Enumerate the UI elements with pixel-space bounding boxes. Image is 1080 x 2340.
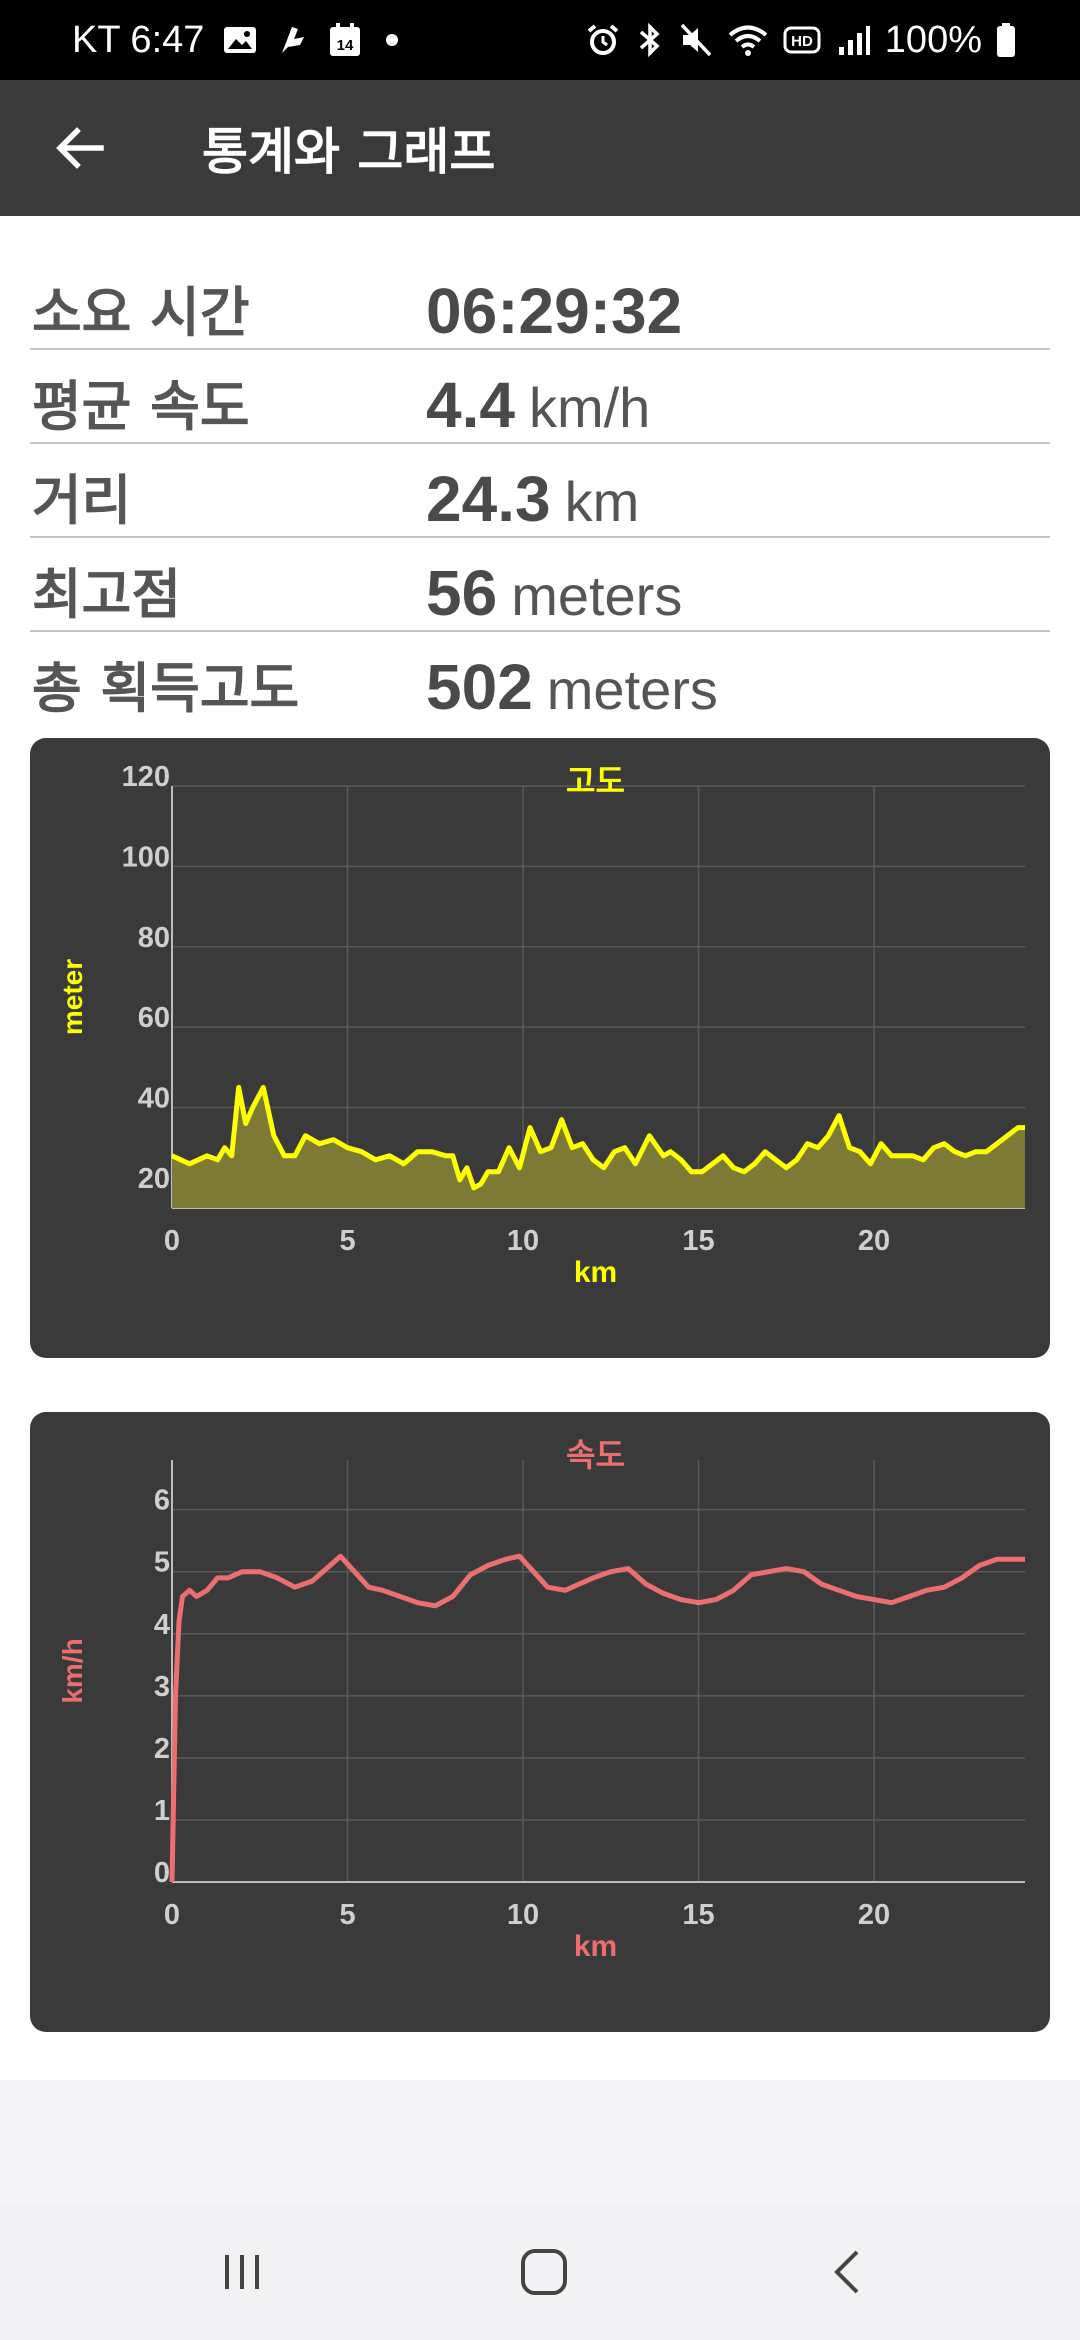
y-tick-label: 4 <box>154 1609 170 1641</box>
x-tick-label: 0 <box>164 1225 180 1257</box>
y-tick-label: 1 <box>154 1795 170 1827</box>
y-tick-label: 40 <box>138 1083 170 1115</box>
x-tick-label: 15 <box>682 1899 714 1931</box>
chart-title: 속도 <box>566 1436 625 1474</box>
y-tick-label: 0 <box>154 1857 170 1889</box>
stat-value: 24.3 <box>426 463 551 535</box>
stat-value: 56 <box>426 557 498 629</box>
back-nav-button[interactable] <box>788 2232 908 2312</box>
stats-content: 소요 시간 06:29:32 평균 속도 4.4 km/h 거리 24.3 km 최… <box>0 216 1080 2080</box>
y-axis-label: meter <box>57 959 88 1035</box>
app-bar: 통계와 그래프 <box>0 80 1080 216</box>
y-axis-label: km/h <box>57 1638 88 1703</box>
stat-unit: meters <box>546 658 718 721</box>
bluetooth-icon <box>635 22 665 58</box>
stat-label: 평균 속도 <box>32 375 250 438</box>
series-line <box>170 1084 1025 1191</box>
stat-unit: meters <box>511 564 683 627</box>
altitude-chart-svg: 0 5 10 15 20 20 40 60 80 100 120 고도 km meter <box>57 761 1025 1289</box>
fitness-app-icon <box>276 23 310 57</box>
y-tick-label: 3 <box>154 1671 170 1703</box>
stat-row-avg-speed: 평균 속도 4.4 km/h <box>30 350 1050 444</box>
y-tick-label: 6 <box>154 1485 170 1517</box>
page-title: 통계와 그래프 <box>202 123 496 181</box>
x-tick-label: 10 <box>507 1899 539 1931</box>
stat-unit: km <box>564 470 640 533</box>
y-tick-label: 2 <box>154 1733 170 1765</box>
speed-chart-svg: 0 5 10 15 20 0 1 2 3 4 5 6 속도 km km/h <box>57 1436 1025 1963</box>
calendar-day: 14 <box>337 37 354 54</box>
y-tick-label: 5 <box>154 1547 170 1579</box>
stat-row-distance: 거리 24.3 km <box>30 444 1050 538</box>
x-tick-label: 10 <box>507 1225 539 1257</box>
stat-row-duration: 소요 시간 06:29:32 <box>30 256 1050 350</box>
x-tick-label: 20 <box>858 1225 890 1257</box>
x-axis-label: km <box>574 1930 617 1963</box>
x-tick-label: 20 <box>858 1899 890 1931</box>
stat-label: 총 획득고도 <box>32 657 300 720</box>
speed-chart: 0 5 10 15 20 0 1 2 3 4 5 6 속도 km km/h <box>30 1412 1050 2032</box>
stat-row-max-altitude: 최고점 56 meters <box>30 538 1050 632</box>
status-time: KT 6:47 <box>72 18 205 61</box>
y-tick-label: 80 <box>138 922 170 954</box>
home-icon <box>521 2249 567 2295</box>
hd-voice-icon: HD <box>783 24 823 56</box>
x-axis-label: km <box>574 1256 617 1289</box>
y-tick-label: 20 <box>138 1163 170 1195</box>
x-tick-label: 15 <box>682 1225 714 1257</box>
home-button[interactable] <box>484 2232 604 2312</box>
stats-table: 소요 시간 06:29:32 평균 속도 4.4 km/h 거리 24.3 km 최… <box>30 256 1050 724</box>
stat-value: 502 <box>426 651 533 723</box>
status-bar: KT 6:47 14 HD 100% <box>0 0 1080 80</box>
signal-icon <box>837 23 871 57</box>
wifi-icon <box>727 22 769 58</box>
chevron-left-icon <box>834 2250 859 2294</box>
recent-apps-icon <box>225 2255 259 2289</box>
stat-unit: km/h <box>528 376 651 439</box>
x-tick-label: 5 <box>339 1899 355 1931</box>
navigation-bar <box>0 2204 1080 2340</box>
altitude-area <box>172 1087 1025 1208</box>
stat-label: 거리 <box>32 469 132 532</box>
x-tick-label: 5 <box>339 1225 355 1257</box>
altitude-chart: 0 5 10 15 20 20 40 60 80 100 120 고도 km meter <box>30 738 1050 1358</box>
more-notifications-dot-icon <box>380 28 404 52</box>
series-line <box>169 1553 1025 1883</box>
back-button[interactable] <box>40 108 120 188</box>
battery-icon <box>996 22 1016 58</box>
recent-apps-button[interactable] <box>182 2232 302 2312</box>
chart-title: 고도 <box>566 762 625 800</box>
y-tick-label: 120 <box>122 761 170 793</box>
battery-percent: 100% <box>884 18 982 61</box>
y-tick-label: 60 <box>138 1002 170 1034</box>
stat-label: 소요 시간 <box>32 281 250 344</box>
arrow-left-icon <box>56 127 104 169</box>
x-tick-label: 0 <box>164 1899 180 1931</box>
alarm-icon <box>585 22 621 58</box>
stat-value: 4.4 <box>426 369 515 441</box>
calendar-icon: 14 <box>328 22 362 58</box>
svg-text:HD: HD <box>791 33 813 50</box>
mute-icon <box>679 22 713 58</box>
y-tick-label: 100 <box>122 841 170 873</box>
stat-value: 06:29:32 <box>426 275 683 347</box>
gallery-icon <box>222 24 258 56</box>
stat-row-elevation-gain: 총 획득고도 502 meters <box>30 632 1050 724</box>
stat-label: 최고점 <box>32 563 182 626</box>
